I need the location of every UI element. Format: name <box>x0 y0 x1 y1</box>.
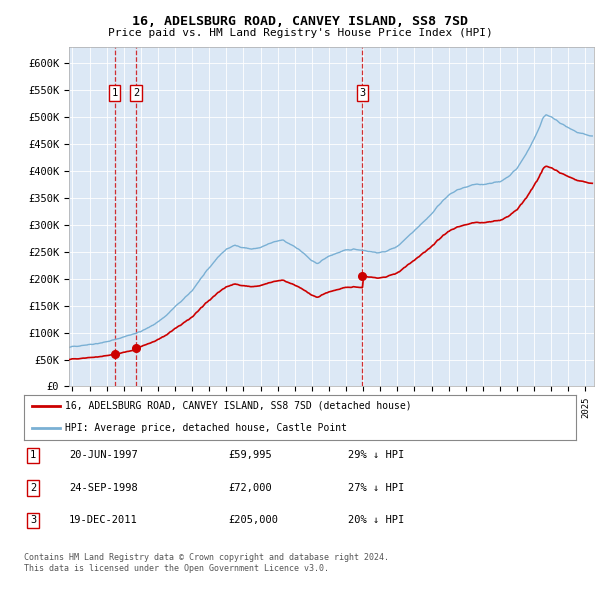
Text: 19-DEC-2011: 19-DEC-2011 <box>69 516 138 525</box>
Text: 27% ↓ HPI: 27% ↓ HPI <box>348 483 404 493</box>
Text: 1: 1 <box>30 451 36 460</box>
Text: £205,000: £205,000 <box>228 516 278 525</box>
Text: 16, ADELSBURG ROAD, CANVEY ISLAND, SS8 7SD: 16, ADELSBURG ROAD, CANVEY ISLAND, SS8 7… <box>132 15 468 28</box>
Text: 2: 2 <box>30 483 36 493</box>
Text: 24-SEP-1998: 24-SEP-1998 <box>69 483 138 493</box>
Text: £59,995: £59,995 <box>228 451 272 460</box>
Text: 20% ↓ HPI: 20% ↓ HPI <box>348 516 404 525</box>
Text: 20-JUN-1997: 20-JUN-1997 <box>69 451 138 460</box>
Text: £72,000: £72,000 <box>228 483 272 493</box>
Text: 1: 1 <box>112 88 118 98</box>
Text: 3: 3 <box>30 516 36 525</box>
Text: 3: 3 <box>359 88 365 98</box>
Text: Contains HM Land Registry data © Crown copyright and database right 2024.: Contains HM Land Registry data © Crown c… <box>24 553 389 562</box>
Text: This data is licensed under the Open Government Licence v3.0.: This data is licensed under the Open Gov… <box>24 565 329 573</box>
Text: 16, ADELSBURG ROAD, CANVEY ISLAND, SS8 7SD (detached house): 16, ADELSBURG ROAD, CANVEY ISLAND, SS8 7… <box>65 401 412 411</box>
Text: 2: 2 <box>133 88 139 98</box>
Text: Price paid vs. HM Land Registry's House Price Index (HPI): Price paid vs. HM Land Registry's House … <box>107 28 493 38</box>
Text: HPI: Average price, detached house, Castle Point: HPI: Average price, detached house, Cast… <box>65 424 347 433</box>
Text: 29% ↓ HPI: 29% ↓ HPI <box>348 451 404 460</box>
